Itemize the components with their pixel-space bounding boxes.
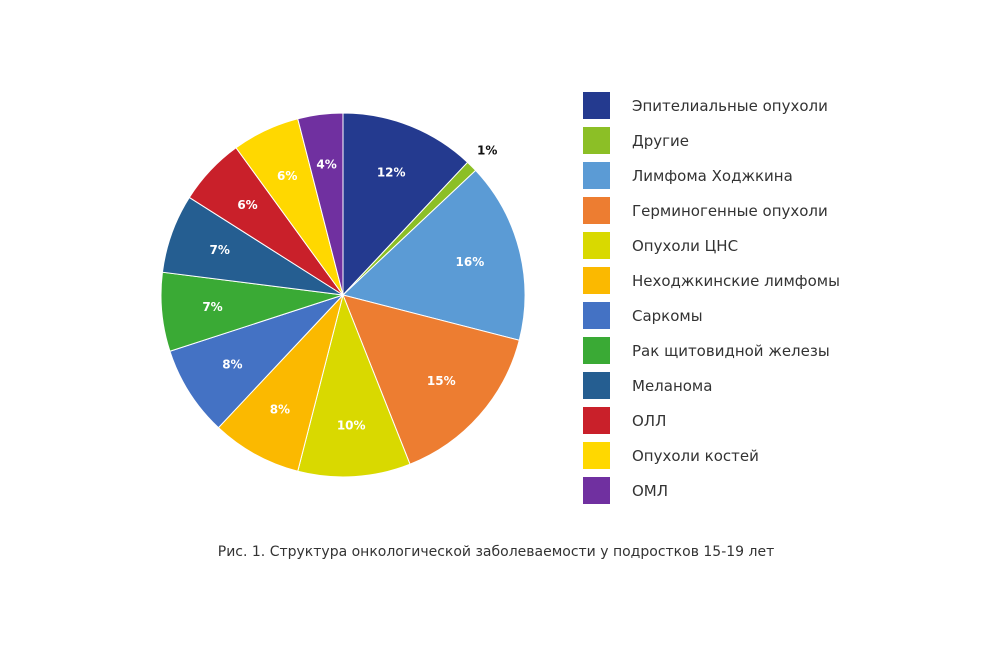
slice-data-label: 8% xyxy=(270,402,290,416)
legend-item: Меланома xyxy=(583,368,840,403)
slice-data-label: 6% xyxy=(277,169,297,183)
legend-swatch xyxy=(583,127,610,154)
legend-item: Опухоли ЦНС xyxy=(583,228,840,263)
slice-data-label: 6% xyxy=(237,198,257,212)
pie-slice xyxy=(169,294,344,429)
legend-swatch xyxy=(583,232,610,259)
slice-data-label: 8% xyxy=(222,358,242,372)
slice-data-label: 12% xyxy=(377,166,406,180)
legend-swatch xyxy=(583,372,610,399)
pie-slice xyxy=(342,112,469,297)
legend-swatch xyxy=(583,442,610,469)
slice-data-label: 7% xyxy=(210,243,230,257)
legend-label: Саркомы xyxy=(632,306,703,325)
legend-label: Лимфома Ходжкина xyxy=(632,166,793,185)
slice-data-label: 10% xyxy=(337,418,366,432)
legend-label: Меланома xyxy=(632,376,713,395)
figure-caption: Рис. 1. Структура онкологической заболев… xyxy=(217,544,775,560)
legend-swatch xyxy=(583,337,610,364)
legend-item: ОМЛ xyxy=(583,473,840,508)
pie-chart: 12% 1% 16% 15% 10% 8% 8% 7% 7% 6% 6% 4% xyxy=(160,112,526,478)
chart-legend: Эпителиальные опухоли Другие Лимфома Ходжк… xyxy=(583,88,840,508)
pie-slice xyxy=(341,169,526,341)
legend-item: Опухоли костей xyxy=(583,438,840,473)
pie-slice xyxy=(342,294,520,465)
legend-label: Опухоли костей xyxy=(632,446,759,465)
legend-swatch xyxy=(583,92,610,119)
legend-item: Другие xyxy=(583,123,840,158)
legend-item: ОЛЛ xyxy=(583,403,840,438)
legend-label: Герминогенные опухоли xyxy=(632,201,828,220)
legend-label: Другие xyxy=(632,131,689,150)
pie-slice xyxy=(297,112,344,296)
slice-data-label: 1% xyxy=(477,143,497,157)
pie-slice xyxy=(217,294,344,472)
legend-swatch xyxy=(583,302,610,329)
legend-label: ОМЛ xyxy=(632,481,669,500)
legend-item: Саркомы xyxy=(583,298,840,333)
legend-label: ОЛЛ xyxy=(632,411,667,430)
legend-label: Эпителиальные опухоли xyxy=(632,96,828,115)
slice-data-label: 4% xyxy=(316,158,336,172)
pie-slice xyxy=(297,293,411,478)
legend-swatch xyxy=(583,267,610,294)
legend-item: Лимфома Ходжкина xyxy=(583,158,840,193)
legend-swatch xyxy=(583,477,610,504)
legend-label: Неходжкинские лимфомы xyxy=(632,271,840,290)
legend-item: Эпителиальные опухоли xyxy=(583,88,840,123)
slice-data-label: 16% xyxy=(456,255,485,269)
legend-swatch xyxy=(583,162,610,189)
slice-data-label: 15% xyxy=(427,374,456,388)
slice-data-label: 7% xyxy=(202,300,222,314)
legend-item: Неходжкинские лимфомы xyxy=(583,263,840,298)
legend-swatch xyxy=(583,407,610,434)
legend-item: Герминогенные опухоли xyxy=(583,193,840,228)
legend-swatch xyxy=(583,197,610,224)
legend-label: Рак щитовидной железы xyxy=(632,341,830,360)
legend-item: Рак щитовидной железы xyxy=(583,333,840,368)
legend-label: Опухоли ЦНС xyxy=(632,236,739,255)
